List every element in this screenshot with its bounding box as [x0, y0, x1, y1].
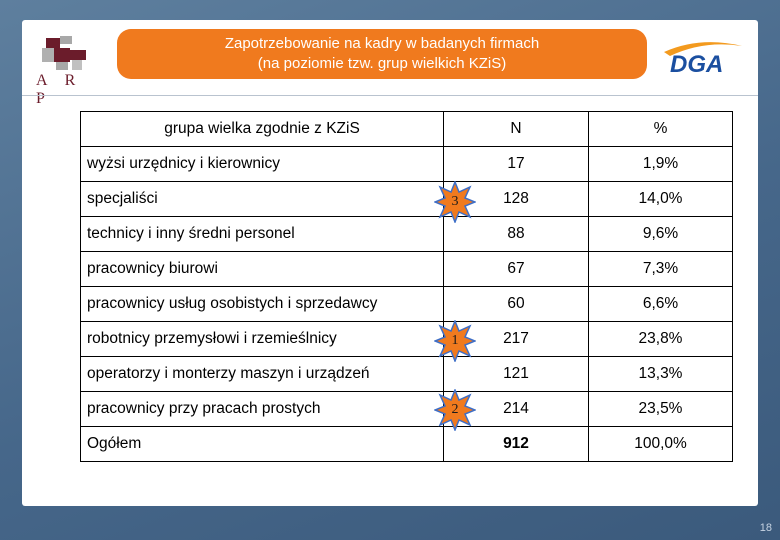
- header-category: grupa wielka zgodnie z KZiS: [80, 111, 444, 147]
- table-total-row: Ogółem 912 100,0%: [80, 426, 733, 462]
- row-n: 60: [443, 286, 589, 322]
- table-row: pracownicy przy pracach prostych 214 23,…: [80, 391, 733, 427]
- star-badge-icon: [432, 387, 478, 433]
- title-line-1: Zapotrzebowanie na kadry w badanych firm…: [224, 35, 540, 52]
- total-category: Ogółem: [80, 426, 444, 462]
- table-row: robotnicy przemysłowi i rzemieślnicy 217…: [80, 321, 733, 357]
- row-n: 121: [443, 356, 589, 392]
- table-row: pracownicy biurowi 67 7,3%: [80, 251, 733, 287]
- table-row: operatorzy i monterzy maszyn i urządzeń …: [80, 356, 733, 392]
- star-badge-icon: [432, 318, 478, 364]
- row-category: operatorzy i monterzy maszyn i urządzeń: [80, 356, 444, 392]
- rank-badge-proste: 2: [432, 387, 478, 433]
- table-row: technicy i inny średni personel 88 9,6%: [80, 216, 733, 252]
- arp-logo-icon: [42, 36, 86, 70]
- row-percent: 23,8%: [588, 321, 733, 357]
- rank-number: 3: [451, 194, 459, 209]
- row-percent: 1,9%: [588, 146, 733, 182]
- row-category: pracownicy przy pracach prostych: [80, 391, 444, 427]
- row-category: robotnicy przemysłowi i rzemieślnicy: [80, 321, 444, 357]
- header-n: N: [443, 111, 589, 147]
- dga-logo-icon: DGA: [664, 42, 742, 78]
- star-badge-icon: [432, 179, 478, 225]
- dga-logo-text: DGA: [670, 51, 723, 78]
- row-percent: 23,5%: [588, 391, 733, 427]
- title-line-2: (na poziomie tzw. grup wielkich KZiS): [257, 55, 507, 72]
- arp-logo-text: A R P: [36, 72, 83, 107]
- row-category: technicy i inny średni personel: [80, 216, 444, 252]
- page-number: 18: [759, 522, 772, 534]
- row-percent: 7,3%: [588, 251, 733, 287]
- table-header-row: grupa wielka zgodnie z KZiS N %: [80, 111, 733, 147]
- total-n: 912: [443, 426, 589, 462]
- data-table: grupa wielka zgodnie z KZiS N % wyżsi ur…: [80, 111, 733, 462]
- rank-badge-robotnicy: 1: [432, 318, 478, 364]
- row-percent: 9,6%: [588, 216, 733, 252]
- row-category: pracownicy biurowi: [80, 251, 444, 287]
- page-title: Zapotrzebowanie na kadry w badanych firm…: [117, 29, 647, 79]
- row-percent: 13,3%: [588, 356, 733, 392]
- row-category: wyżsi urzędnicy i kierownicy: [80, 146, 444, 182]
- rank-number: 1: [451, 333, 459, 348]
- table-row: pracownicy usług osobistych i sprzedawcy…: [80, 286, 733, 322]
- total-percent: 100,0%: [588, 426, 733, 462]
- row-n: 67: [443, 251, 589, 287]
- table-row: specjaliści 128 14,0%: [80, 181, 733, 217]
- row-percent: 6,6%: [588, 286, 733, 322]
- rank-number: 2: [451, 402, 459, 417]
- rank-badge-specjalisci: 3: [432, 179, 478, 225]
- row-n: 17: [443, 146, 589, 182]
- header-percent: %: [588, 111, 733, 147]
- row-category: specjaliści: [80, 181, 444, 217]
- row-category: pracownicy usług osobistych i sprzedawcy: [80, 286, 444, 322]
- table-row: wyżsi urzędnicy i kierownicy 17 1,9%: [80, 146, 733, 182]
- row-percent: 14,0%: [588, 181, 733, 217]
- header-divider: [22, 95, 758, 96]
